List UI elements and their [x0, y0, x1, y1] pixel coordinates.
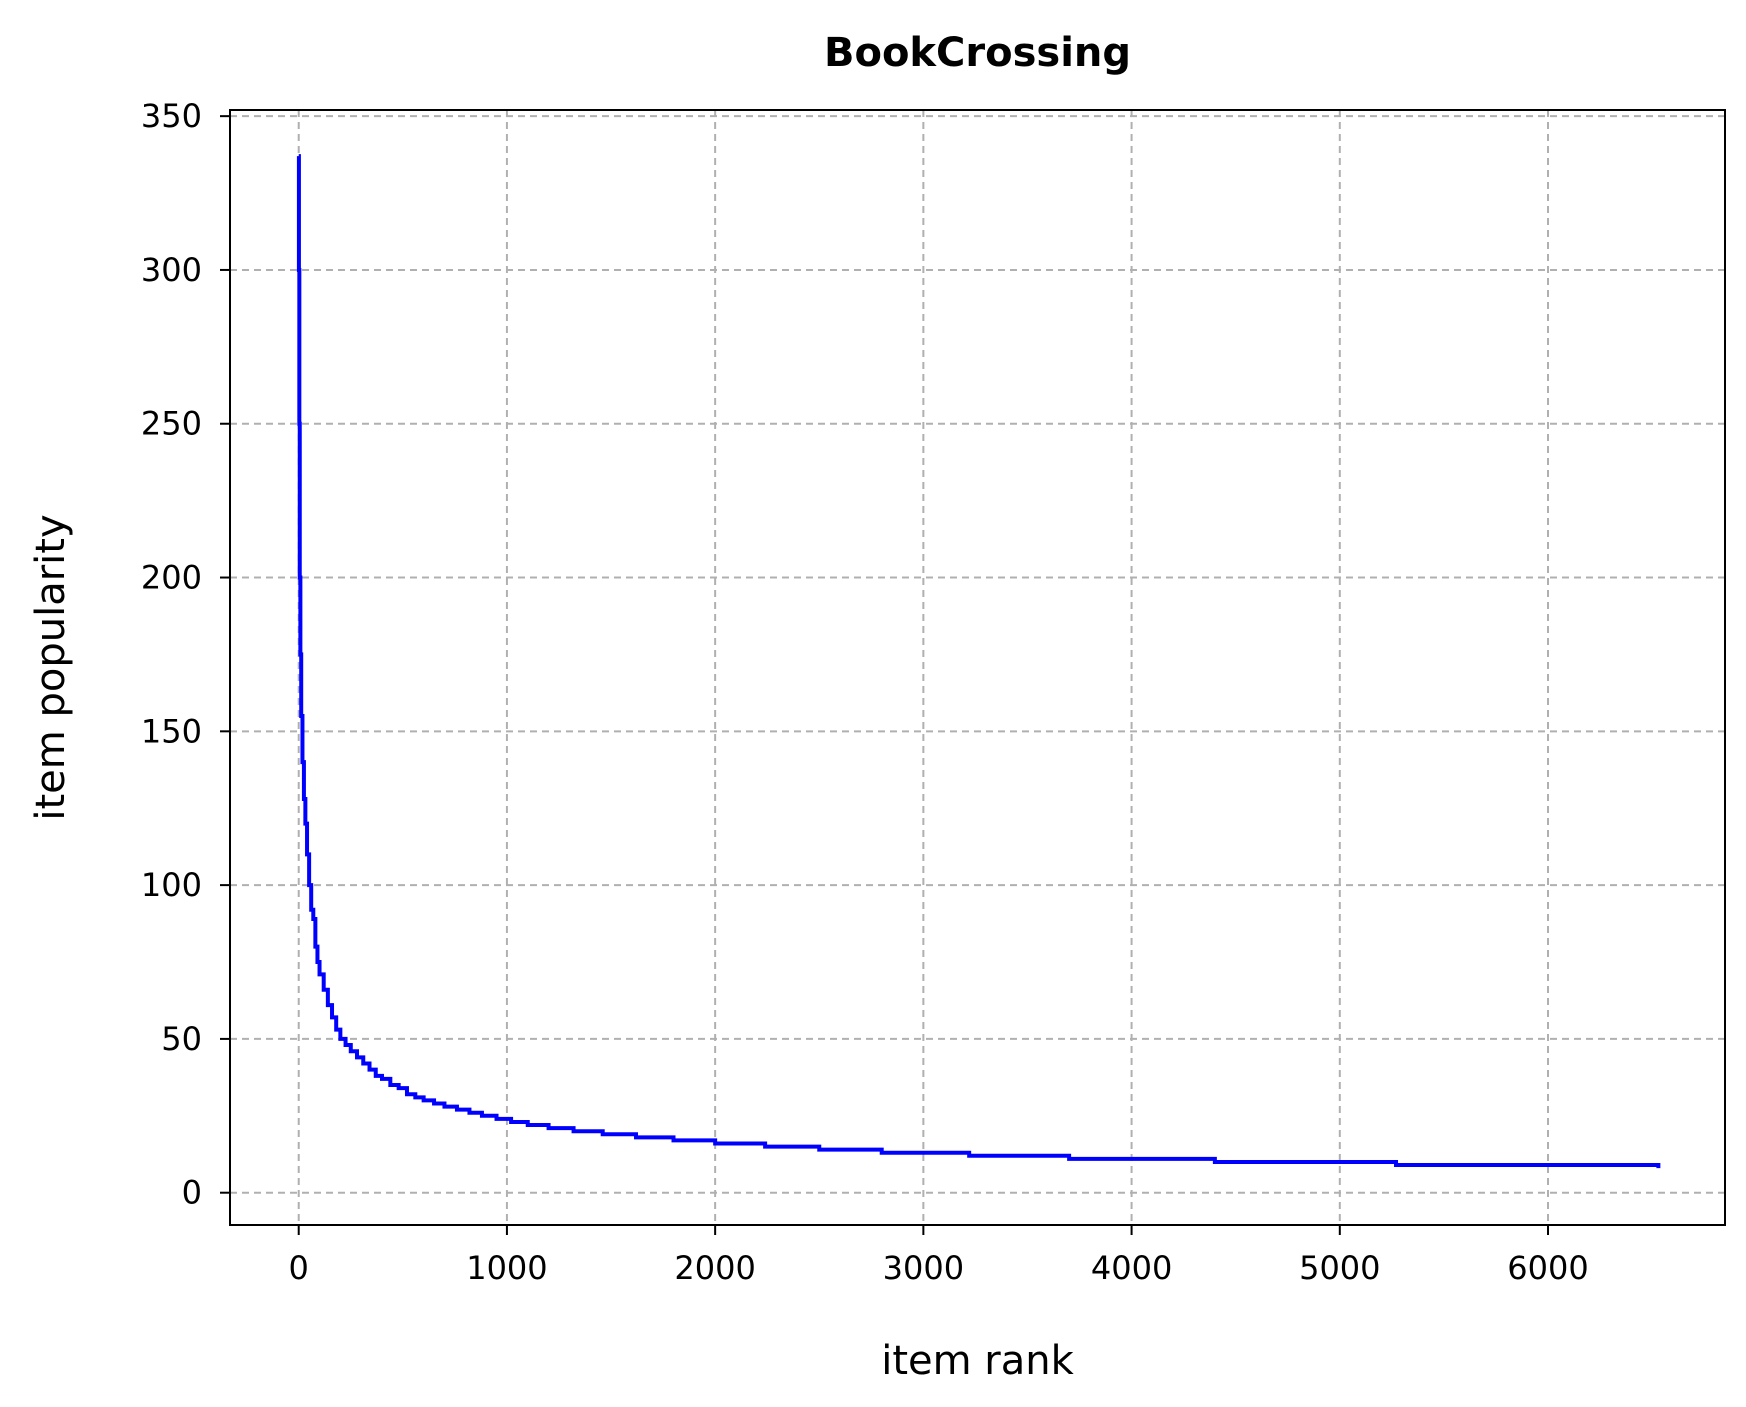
y-tick-label: 50	[161, 1020, 202, 1058]
plot-frame	[229, 109, 1726, 1226]
series-line-0	[296, 154, 1661, 1169]
x-tick-label: 4000	[1091, 1249, 1172, 1287]
y-tick-label: 200	[141, 559, 202, 597]
x-tick-label: 6000	[1507, 1249, 1588, 1287]
ticks: 0 1000 2000 3000 4000 5000 6000 0 50 100 150 200 250…	[141, 97, 1589, 1287]
x-axis-label: item rank	[881, 1338, 1074, 1384]
y-tick-label: 0	[182, 1174, 202, 1212]
y-tick-label: 250	[141, 405, 202, 443]
y-tick-label: 300	[141, 251, 202, 289]
x-tick-label: 0	[289, 1249, 309, 1287]
grid	[230, 110, 1725, 1225]
x-tick-label: 5000	[1299, 1249, 1380, 1287]
x-tick-label: 2000	[674, 1249, 755, 1287]
y-tick-label: 150	[141, 712, 202, 750]
series-layer	[296, 154, 1661, 1169]
x-tick-label: 3000	[883, 1249, 964, 1287]
y-tick-label: 100	[141, 866, 202, 904]
y-axis-label: item popularity	[28, 514, 74, 820]
x-tick-label: 1000	[466, 1249, 547, 1287]
y-tick-label: 350	[141, 97, 202, 135]
chart-title: BookCrossing	[824, 30, 1131, 76]
